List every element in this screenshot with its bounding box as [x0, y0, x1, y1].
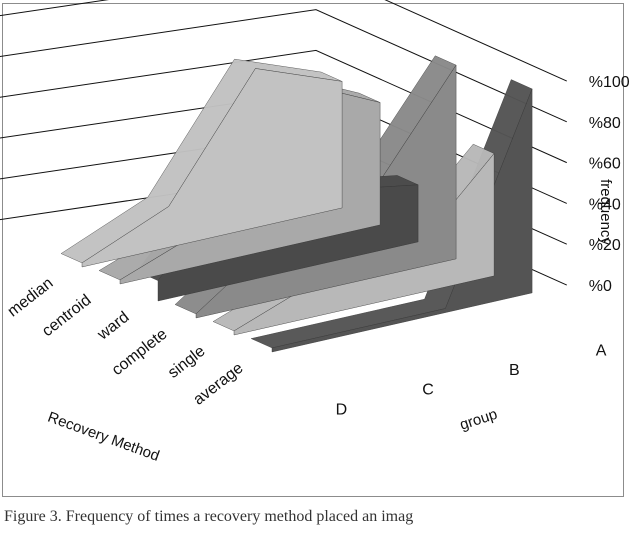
series-layer — [60, 55, 533, 353]
x-tick-label: A — [596, 342, 607, 359]
x-tick-label: C — [422, 382, 434, 399]
series-area-median — [81, 68, 343, 268]
x-axis-title: group — [458, 406, 500, 434]
z-tick-label: median — [5, 275, 57, 321]
series-area-average — [271, 88, 533, 353]
y-axis-ticks: %0 %20 %40 %60 %80 %100 — [589, 74, 630, 295]
y-axis-title: frequency — [597, 179, 614, 245]
y-tick-label: %100 — [589, 74, 630, 91]
gridline — [0, 49, 567, 164]
z-tick-label: centroid — [39, 292, 94, 340]
figure-caption: Figure 3. Frequency of times a recovery … — [4, 508, 414, 525]
y-tick-label: %80 — [589, 115, 621, 132]
z-tick-label: average — [190, 360, 246, 409]
x-axis-ticks: D C B A — [336, 342, 607, 418]
z-tick-label: complete — [109, 326, 171, 379]
z-tick-label: single — [165, 343, 208, 382]
z-tick-label: ward — [94, 309, 133, 344]
z-axis-title: Recovery Method — [45, 409, 161, 465]
gridline — [0, 0, 567, 82]
y-tick-label: %60 — [589, 156, 621, 173]
y-tick-label: %0 — [589, 278, 612, 295]
y-tick-label: %40 — [589, 196, 621, 213]
x-tick-label: D — [336, 401, 348, 418]
y-tick-label: %20 — [589, 237, 621, 254]
gridline — [0, 9, 567, 123]
x-tick-label: B — [509, 362, 520, 379]
